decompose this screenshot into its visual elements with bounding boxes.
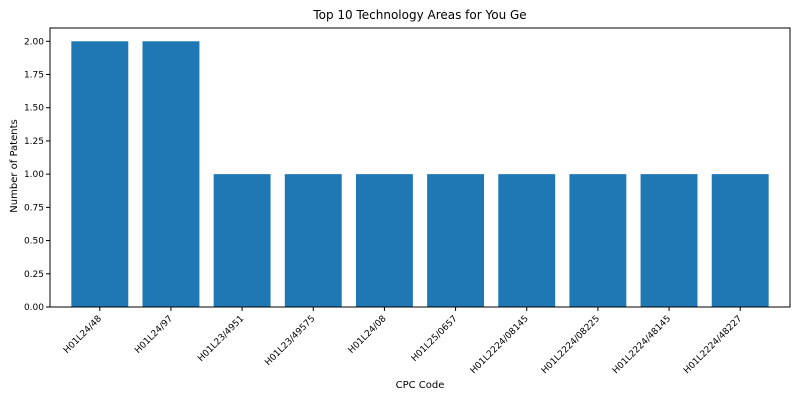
bar (214, 174, 271, 307)
x-tick-label: H01L23/49575 (263, 314, 317, 368)
x-tick-label: H01L2224/48227 (682, 314, 744, 376)
bar (712, 174, 769, 307)
y-tick-label: 0.00 (24, 303, 44, 313)
y-axis: 0.00 0.25 0.50 0.75 1.00 1.25 1.50 1.75 2.00 (24, 37, 50, 313)
x-tick-label: H01L2224/08145 (469, 314, 531, 376)
y-tick-label: 1.25 (24, 137, 44, 147)
x-tick-label: H01L23/4951 (196, 314, 246, 364)
x-tick-label: H01L25/0657 (410, 314, 460, 364)
x-axis: H01L24/48 H01L24/97 H01L23/4951 H01L23/4957… (62, 307, 744, 376)
y-tick-label: 1.00 (24, 170, 44, 180)
bar (498, 174, 555, 307)
x-tick-label: H01L24/97 (133, 314, 175, 356)
y-tick-label: 2.00 (24, 37, 44, 47)
y-tick-label: 1.50 (24, 104, 44, 114)
bar (356, 174, 413, 307)
x-tick-label: H01L24/08 (347, 314, 389, 356)
y-tick-label: 0.25 (24, 270, 44, 280)
x-tick-label: H01L2224/48145 (611, 314, 673, 376)
bar (427, 174, 484, 307)
y-tick-label: 0.75 (24, 203, 44, 213)
y-axis-label: Number of Patents (9, 119, 20, 212)
chart-title: Top 10 Technology Areas for You Ge (312, 8, 526, 22)
bar (641, 174, 698, 307)
x-axis-label: CPC Code (396, 380, 445, 391)
y-tick-label: 0.50 (24, 237, 44, 247)
bar (143, 41, 200, 307)
bar (569, 174, 626, 307)
x-tick-label: H01L2224/08225 (540, 314, 602, 376)
bar (285, 174, 342, 307)
plot-area (50, 28, 790, 307)
y-tick-label: 1.75 (24, 71, 44, 81)
x-tick-label: H01L24/48 (62, 314, 104, 356)
bar (71, 41, 128, 307)
